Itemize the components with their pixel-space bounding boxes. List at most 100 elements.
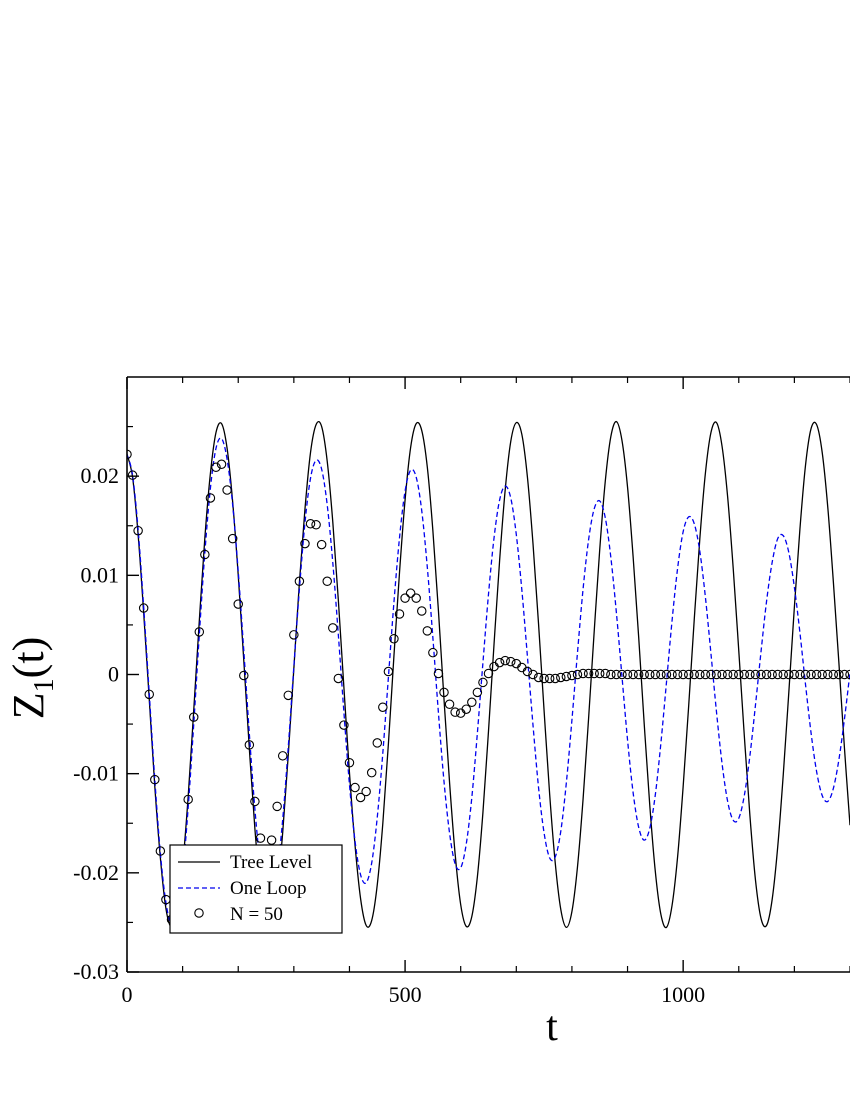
data-point bbox=[561, 671, 572, 682]
data-point bbox=[594, 668, 605, 679]
y-axis-title: Z1(t) bbox=[4, 637, 60, 719]
plot-area bbox=[127, 420, 850, 929]
data-point bbox=[822, 669, 833, 680]
data-point bbox=[472, 687, 483, 698]
data-point bbox=[639, 669, 649, 680]
legend-marker-n50 bbox=[194, 908, 204, 918]
data-point bbox=[239, 670, 249, 681]
data-point bbox=[300, 538, 310, 549]
ticks-layer: 0 500 1000 -0.03 -0.02 -0.01 0 0.01 0.02 bbox=[73, 377, 850, 1007]
data-point bbox=[461, 704, 471, 714]
data-point bbox=[828, 669, 839, 680]
data-point bbox=[428, 647, 438, 658]
data-point bbox=[155, 846, 166, 856]
data-point bbox=[550, 673, 560, 684]
data-point bbox=[761, 669, 772, 680]
data-point bbox=[511, 658, 522, 669]
data-point bbox=[467, 697, 477, 708]
data-point bbox=[350, 782, 360, 793]
data-point bbox=[283, 690, 294, 701]
data-point bbox=[411, 593, 421, 603]
data-point bbox=[583, 668, 594, 679]
data-point bbox=[811, 669, 822, 680]
data-point bbox=[144, 689, 155, 700]
data-point bbox=[522, 666, 533, 677]
y-tick-label-3: 0 bbox=[108, 662, 119, 687]
data-point bbox=[611, 669, 622, 680]
data-point bbox=[528, 669, 538, 680]
data-point bbox=[745, 669, 755, 680]
data-point bbox=[433, 668, 444, 679]
data-point bbox=[183, 794, 193, 805]
data-point bbox=[505, 656, 516, 667]
legend: Tree Level One Loop N = 50 bbox=[169, 844, 343, 934]
legend-box bbox=[169, 844, 343, 934]
data-point bbox=[289, 630, 299, 640]
data-point bbox=[227, 533, 238, 544]
legend-label-tree-level: Tree Level bbox=[230, 852, 312, 873]
series-layer bbox=[127, 420, 850, 929]
y-tick-label-5: 0.02 bbox=[81, 463, 120, 488]
data-point bbox=[695, 669, 705, 680]
data-point bbox=[322, 576, 332, 587]
data-point bbox=[188, 712, 199, 722]
data-point bbox=[255, 833, 266, 843]
data-point bbox=[650, 669, 661, 680]
series-line-tree-level bbox=[127, 420, 850, 929]
data-point bbox=[622, 669, 633, 680]
y-tick-label-4: 0.01 bbox=[81, 562, 120, 587]
data-point bbox=[211, 462, 221, 472]
data-point bbox=[672, 669, 683, 680]
data-point bbox=[244, 740, 255, 750]
data-point bbox=[133, 525, 143, 536]
data-point bbox=[722, 669, 733, 680]
data-point bbox=[789, 669, 800, 680]
data-point bbox=[200, 549, 210, 560]
x-tick-label-0: 0 bbox=[122, 982, 133, 1007]
data-point bbox=[138, 603, 149, 613]
data-point bbox=[444, 699, 455, 709]
data-point bbox=[806, 669, 816, 680]
data-point bbox=[706, 669, 716, 680]
data-point bbox=[600, 668, 611, 679]
data-point bbox=[800, 669, 811, 680]
data-point bbox=[250, 796, 260, 807]
data-point bbox=[450, 707, 460, 717]
data-point bbox=[578, 668, 588, 679]
data-point bbox=[739, 669, 750, 680]
data-point bbox=[494, 657, 505, 668]
data-point bbox=[277, 751, 288, 761]
data-point bbox=[372, 738, 383, 748]
data-point bbox=[717, 669, 727, 680]
legend-label-one-loop: One Loop bbox=[230, 878, 307, 899]
data-point bbox=[355, 792, 366, 803]
y-tick-label-0: -0.03 bbox=[73, 959, 119, 984]
data-point bbox=[194, 627, 205, 637]
data-point bbox=[361, 786, 371, 797]
data-point bbox=[700, 669, 711, 680]
data-point bbox=[772, 669, 783, 680]
data-point bbox=[500, 655, 510, 666]
data-point bbox=[667, 669, 677, 680]
data-point bbox=[127, 470, 138, 480]
data-point bbox=[817, 669, 827, 680]
data-point bbox=[394, 609, 405, 619]
data-point bbox=[344, 758, 355, 768]
data-point bbox=[405, 588, 416, 598]
data-point bbox=[750, 669, 761, 680]
data-point bbox=[839, 669, 850, 680]
data-point bbox=[378, 702, 388, 712]
data-point bbox=[756, 669, 766, 680]
data-point bbox=[216, 459, 227, 470]
data-point bbox=[222, 485, 232, 495]
data-point bbox=[478, 677, 488, 688]
data-point bbox=[656, 669, 666, 680]
data-point bbox=[311, 520, 321, 530]
data-point bbox=[795, 669, 805, 680]
data-point bbox=[333, 673, 344, 684]
data-point bbox=[328, 623, 338, 633]
data-point bbox=[489, 661, 499, 672]
data-point bbox=[778, 669, 789, 680]
data-point bbox=[589, 668, 599, 679]
